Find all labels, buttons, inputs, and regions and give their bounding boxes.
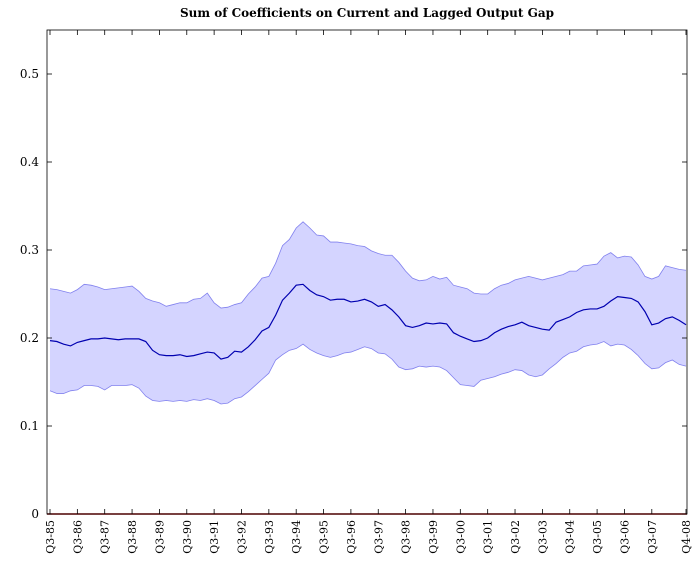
y-tick-label: 0.5 <box>20 67 39 81</box>
y-tick-label: 0.4 <box>20 155 39 169</box>
x-tick-label: Q3-86 <box>71 520 84 554</box>
plot-frame <box>46 29 688 515</box>
x-tick-label: Q3-95 <box>318 520 331 554</box>
y-tick-label: 0.3 <box>20 243 39 257</box>
x-tick-label: Q3-01 <box>482 520 495 554</box>
x-tick-label: Q3-93 <box>263 520 276 554</box>
y-tick-label: 0.1 <box>20 419 39 433</box>
x-tick-label: Q3-98 <box>400 520 413 554</box>
x-tick-label: Q3-89 <box>153 520 166 554</box>
x-tick-label: Q3-02 <box>509 520 522 554</box>
x-tick-label: Q3-97 <box>372 520 385 554</box>
x-tick-label: Q3-06 <box>618 520 631 554</box>
band-upper-edge <box>49 221 687 309</box>
line <box>49 283 687 360</box>
band-lower-edge <box>49 341 687 405</box>
x-tick-label: Q3-85 <box>44 520 57 554</box>
x-tick-label: Q4-08 <box>680 520 693 554</box>
x-tick-label: Q3-92 <box>235 520 248 554</box>
x-tick-label: Q3-99 <box>427 520 440 554</box>
x-tick-label: Q3-00 <box>454 520 467 554</box>
x-tick-label: Q3-91 <box>208 520 221 554</box>
x-tick-label: Q3-04 <box>564 520 577 554</box>
x-tick-label: Q3-05 <box>591 520 604 554</box>
x-tick-label: Q3-94 <box>290 520 303 554</box>
chart-title: Sum of Coefficients on Current and Lagge… <box>180 6 554 20</box>
x-tick-label: Q3-87 <box>99 520 112 554</box>
y-tick-label: 0 <box>31 507 39 521</box>
x-tick-label: Q3-07 <box>646 520 659 554</box>
x-tick-label: Q3-90 <box>181 520 194 554</box>
x-tick-label: Q3-03 <box>536 520 549 554</box>
confidence-band <box>50 221 686 404</box>
x-tick-label: Q3-88 <box>126 520 139 554</box>
y-tick-label: 0.2 <box>20 331 39 345</box>
x-tick-label: Q3-96 <box>345 520 358 554</box>
